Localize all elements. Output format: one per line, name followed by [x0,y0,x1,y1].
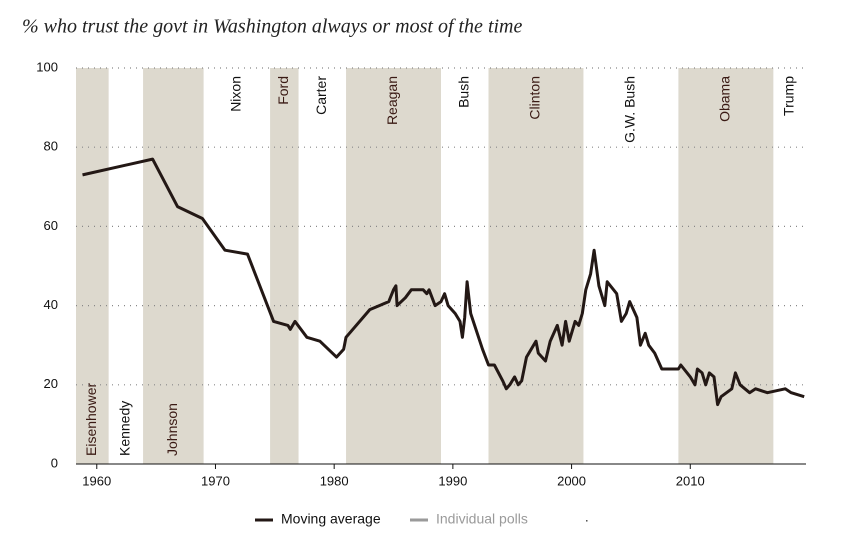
president-label: Kennedy [117,401,133,456]
president-band [488,68,584,464]
x-tick-label: 1980 [320,473,349,488]
president-label: Obama [717,76,733,122]
president-label: G.W. Bush [622,76,638,143]
y-tick-label: 100 [36,59,58,74]
president-band [76,68,109,464]
x-tick-label: 2000 [557,473,586,488]
y-tick-label: 20 [44,376,58,391]
president-band [143,68,204,464]
president-label: Ford [275,76,291,105]
y-tick-label: 80 [44,139,58,154]
president-label: Johnson [164,403,180,456]
legend-note: . [585,509,589,524]
x-tick-label: 2010 [676,473,705,488]
chart-title: % who trust the govt in Washington alway… [22,16,522,38]
legend-item[interactable]: Individual polls [410,511,528,527]
president-label: Nixon [228,76,244,112]
y-tick-label: 0 [51,455,58,470]
president-band [270,68,299,464]
president-label: Carter [313,76,329,115]
president-label: Reagan [384,76,400,125]
president-label: Clinton [527,76,543,120]
president-label: Eisenhower [83,383,99,456]
legend-item[interactable]: Moving average [255,511,381,527]
president-band [346,68,441,464]
x-tick-label: 1960 [82,473,111,488]
legend-label: Moving average [281,511,381,527]
x-tick-label: 1970 [201,473,230,488]
president-label: Trump [780,76,796,116]
president-label: Bush [455,76,471,108]
president-band [678,68,774,464]
y-tick-label: 40 [44,297,58,312]
x-tick-label: 1990 [438,473,467,488]
legend-label: Individual polls [436,511,528,527]
y-tick-label: 60 [44,218,58,233]
data-line [82,157,805,407]
